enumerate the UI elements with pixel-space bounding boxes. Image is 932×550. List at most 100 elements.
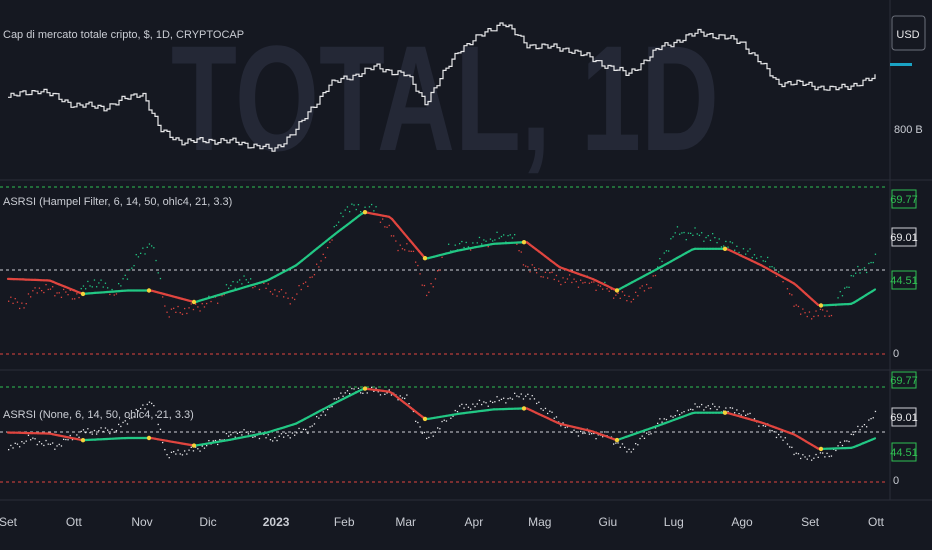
rsi-dot	[795, 304, 797, 306]
rsi-dot	[511, 398, 514, 400]
time-axis-label: Nov	[131, 515, 152, 529]
rsi-dot	[786, 443, 789, 445]
rsi-dot	[610, 288, 613, 290]
rsi-dot	[201, 445, 203, 447]
rsi-dot	[595, 289, 597, 291]
rsi-dot	[316, 263, 318, 265]
rsi-dot	[800, 457, 802, 460]
rsi-dot	[540, 276, 542, 278]
rsi-dot	[560, 283, 562, 286]
rsi-dot	[113, 431, 115, 433]
rsi-dot	[406, 243, 408, 245]
rsi-dot	[659, 418, 661, 420]
rsi-dot	[375, 206, 377, 208]
rsi-dot	[654, 274, 657, 277]
currency-button[interactable]: USD	[891, 15, 926, 51]
rsi-dot	[619, 446, 621, 448]
rsi-dot	[476, 403, 478, 405]
rsi-dot	[492, 401, 494, 404]
rsi-dot	[474, 405, 476, 408]
rsi-dot	[630, 301, 632, 303]
rsi-dot	[164, 449, 166, 451]
price-pane[interactable]: Cap di mercato totale cripto, $, 1D, CRY…	[3, 15, 926, 152]
rsi-dot	[762, 425, 764, 427]
rsi-dot	[454, 244, 456, 246]
rsi-dot	[745, 414, 747, 416]
rsi-dot	[705, 406, 707, 408]
rsi-dot	[241, 434, 243, 436]
rsi-dot	[747, 413, 749, 415]
indicator-pane-none[interactable]: ASRSI (None, 6, 14, 50, ohlc4, 21, 3.3) …	[0, 371, 918, 487]
rsi-dot	[434, 278, 437, 280]
rsi-dot	[25, 440, 27, 442]
rsi-dot	[287, 434, 289, 437]
rsi-dot	[778, 271, 780, 273]
rsi-dot	[151, 245, 153, 247]
currency-button-frame[interactable]	[891, 15, 926, 51]
rsi-dot	[489, 238, 492, 240]
rsi-dot	[826, 310, 828, 312]
rsi-dot	[45, 439, 47, 442]
rsi-dot	[329, 241, 331, 243]
rsi-dot	[613, 443, 615, 445]
signal-flip-marker	[362, 386, 368, 391]
rsi-dot	[593, 432, 595, 435]
rsi-dot	[863, 267, 866, 269]
rsi-dot	[313, 423, 316, 425]
rsi-dot	[808, 311, 811, 313]
rsi-dot	[170, 451, 173, 453]
rsi-dot	[82, 285, 85, 287]
rsi-dot	[104, 282, 107, 284]
rsi-dot	[146, 403, 148, 406]
rsi-dot	[481, 403, 483, 406]
rsi-dot	[351, 203, 353, 205]
rsi-dot	[476, 242, 478, 244]
rsi-dot	[175, 311, 177, 313]
rsi-dot	[712, 403, 714, 405]
rsi-dot	[278, 435, 280, 437]
axis-tag-text: 44.51	[890, 275, 918, 287]
signal-flip-marker	[521, 240, 527, 245]
rsi-dot	[465, 241, 467, 244]
rsi-dot	[696, 406, 698, 408]
rsi-dot	[100, 279, 102, 281]
rsi-dot	[775, 275, 778, 277]
rsi-dot	[522, 264, 525, 266]
rsi-dot	[472, 242, 474, 244]
rsi-dot	[643, 290, 646, 292]
rsi-dot	[857, 265, 859, 268]
rsi-dot	[173, 307, 175, 309]
rsi-dot	[683, 411, 685, 413]
rsi-dot	[91, 286, 93, 288]
rsi-dot	[379, 394, 382, 396]
rsi-dot	[848, 440, 850, 443]
rsi-dot	[439, 269, 441, 271]
rsi-dot	[870, 418, 872, 420]
rsi-dot	[36, 292, 38, 294]
time-axis[interactable]: Set Ott Nov Dic 2023 Feb Mar Apr Mag Giu Lug Ago Set…	[0, 515, 885, 529]
rsi-dot	[225, 432, 228, 435]
rsi-dot	[767, 256, 769, 259]
rsi-dot	[751, 256, 753, 259]
indicator-pane-hampel[interactable]: ASRSI (Hampel Filter, 6, 14, 50, ohlc4, …	[0, 186, 918, 360]
rsi-dot	[617, 442, 619, 444]
rsi-dot	[734, 249, 736, 251]
rsi-dot	[747, 250, 749, 252]
rsi-dot	[485, 240, 487, 242]
rsi-dot	[175, 453, 177, 455]
rsi-dot	[32, 290, 34, 292]
rsi-dot	[41, 443, 43, 445]
rsi-dot	[498, 237, 500, 239]
rsi-dot	[481, 243, 483, 245]
rsi-dot	[320, 414, 322, 416]
rsi-dot	[450, 250, 452, 252]
rsi-dot	[855, 431, 857, 433]
time-axis-label: Giu	[599, 515, 618, 529]
rsi-dot	[846, 440, 848, 442]
rsi-dot	[817, 456, 819, 458]
rsi-dot	[830, 314, 833, 317]
rsi-dot	[496, 396, 498, 398]
rsi-dot	[263, 282, 265, 284]
rsi-dot	[368, 206, 371, 208]
